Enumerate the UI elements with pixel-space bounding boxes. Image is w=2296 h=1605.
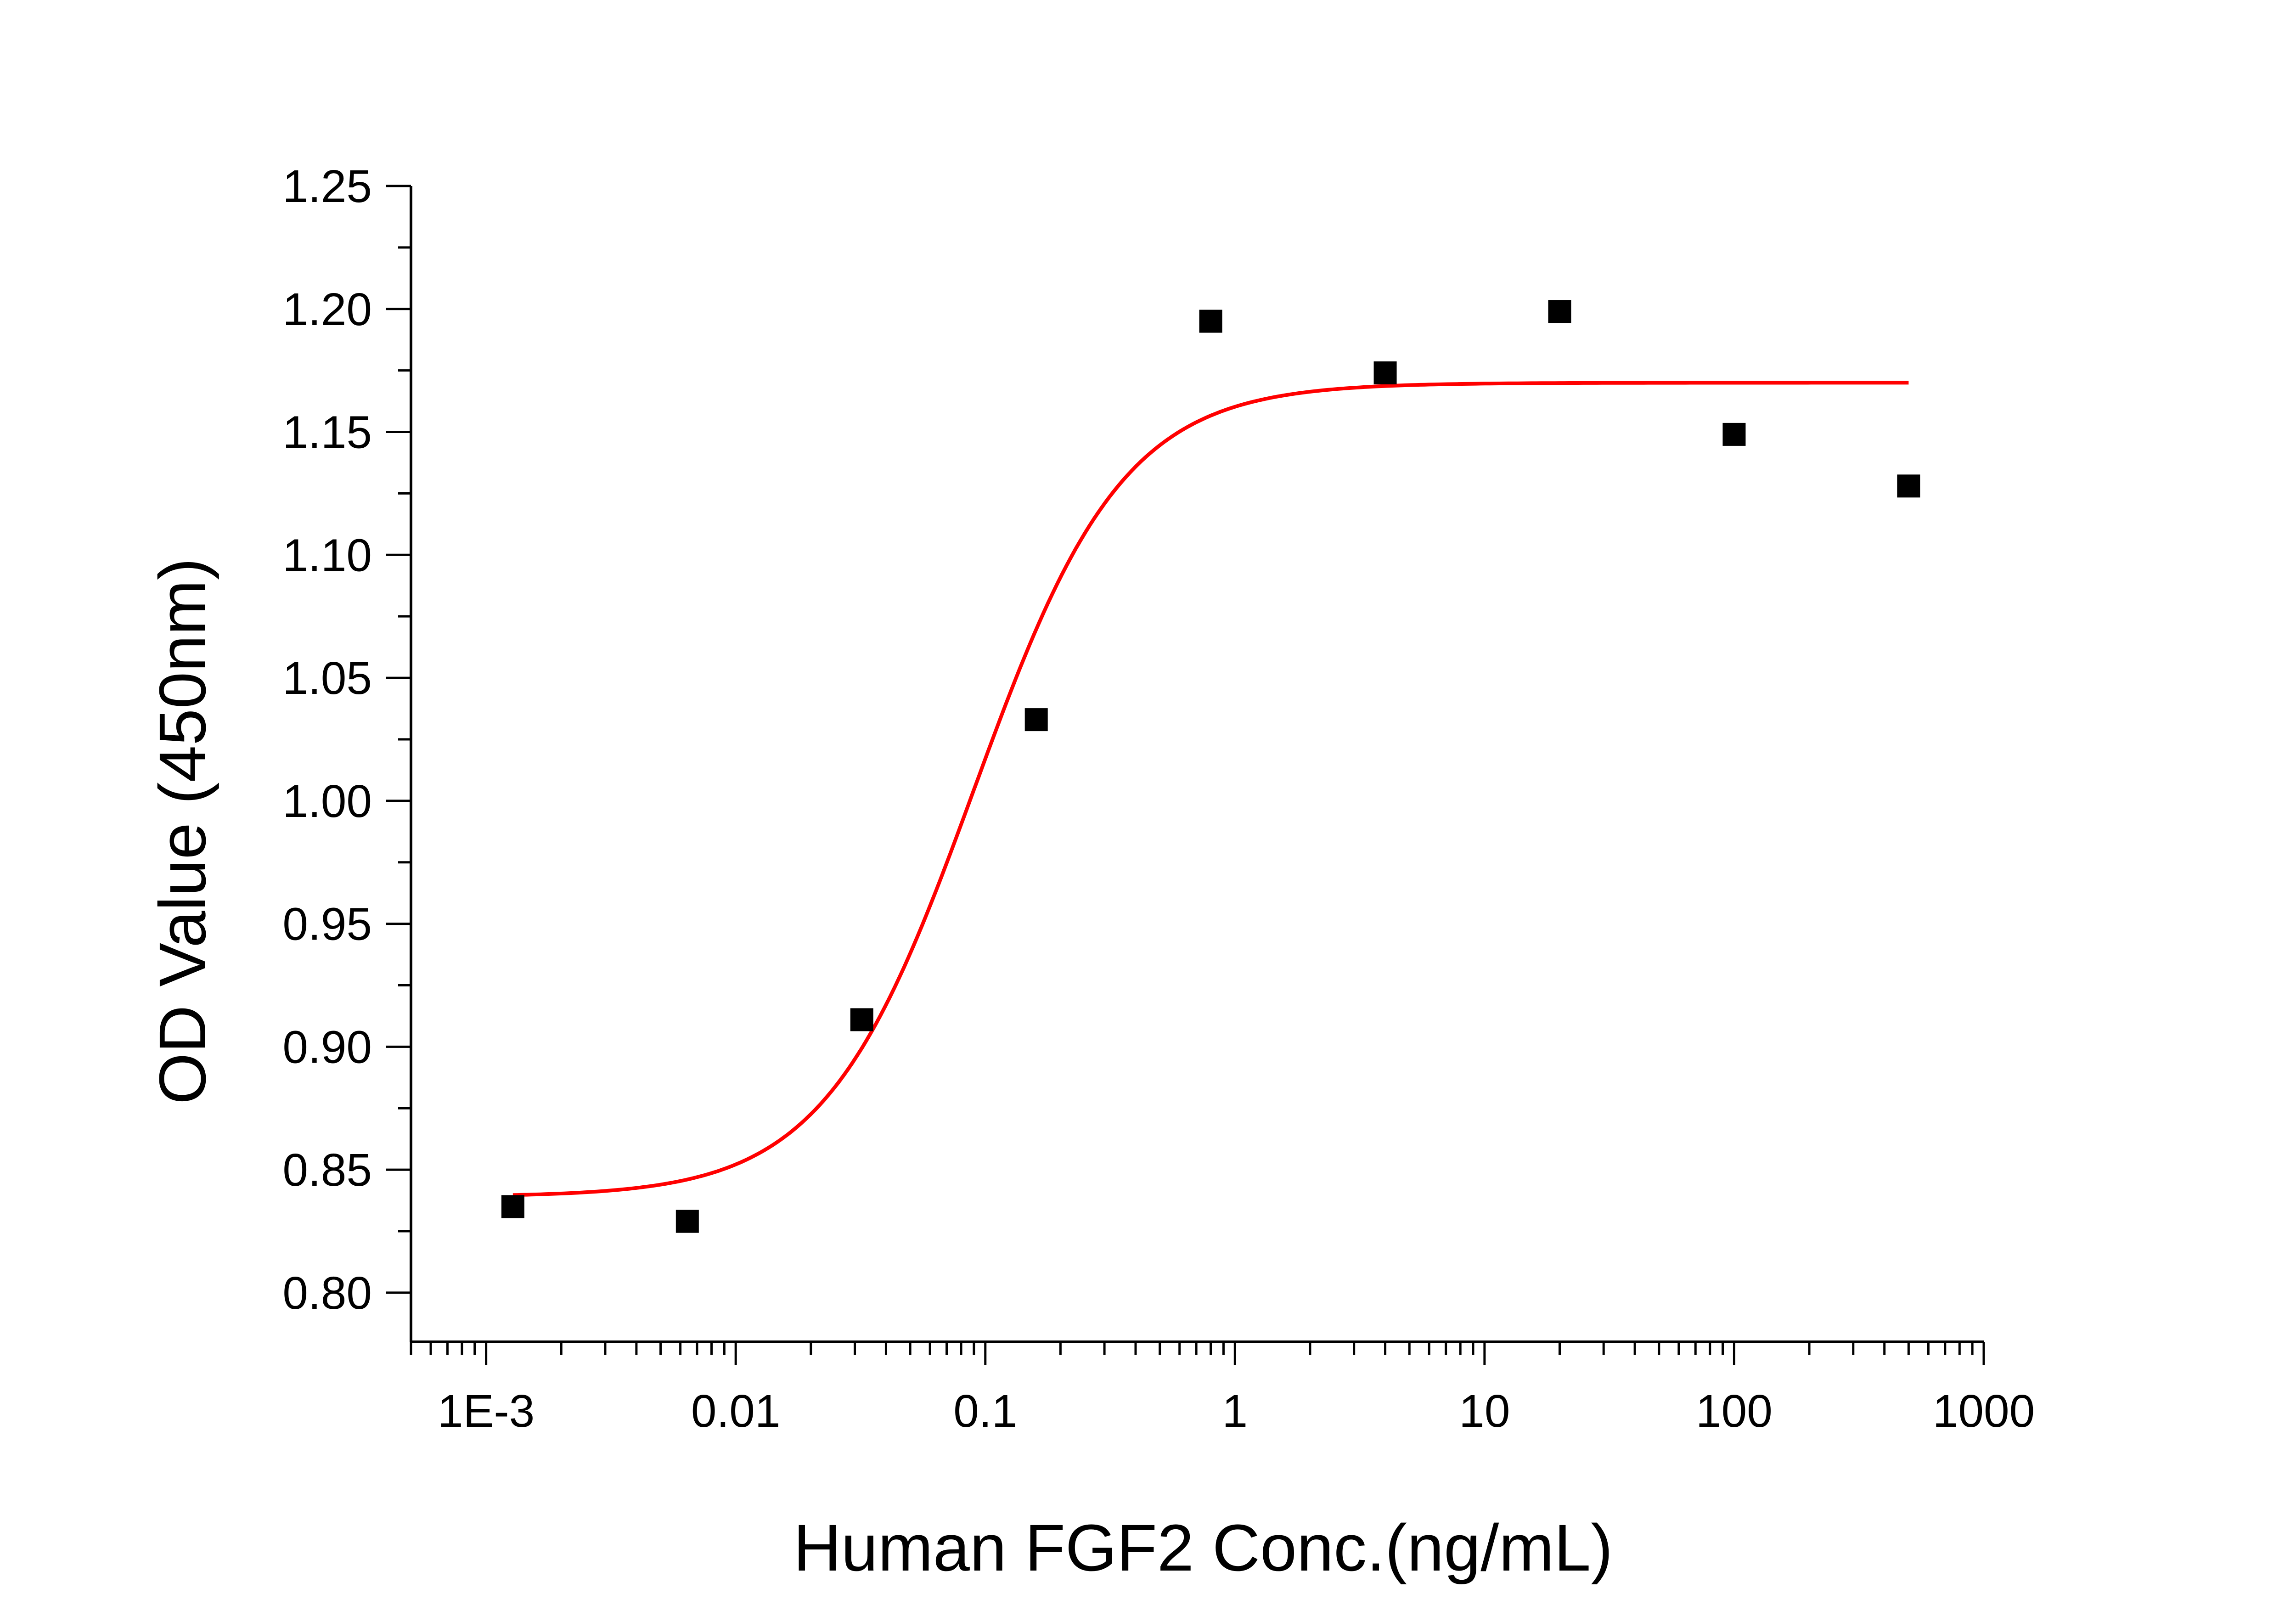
y-tick-label: 1.15 <box>282 407 372 458</box>
data-point <box>1548 300 1571 323</box>
data-point <box>1373 361 1397 385</box>
y-tick-label: 0.95 <box>282 899 372 950</box>
y-tick-label: 1.25 <box>282 161 372 212</box>
x-tick-label: 0.1 <box>953 1385 1017 1437</box>
x-axis-title: Human FGF2 Conc.(ng/mL) <box>793 1511 1613 1585</box>
y-tick-label: 0.80 <box>282 1267 372 1319</box>
x-axis: 1E-3 0.01 0.1 1 10 100 1000 <box>410 1340 2035 1437</box>
y-tick-label: 1.00 <box>282 776 372 827</box>
x-tick-label: 1E-3 <box>438 1385 535 1437</box>
x-tick-label: 1000 <box>1933 1385 2035 1437</box>
y-tick-label: 0.85 <box>282 1144 372 1196</box>
x-tick-label: 0.01 <box>691 1385 781 1437</box>
y-tick-label: 0.90 <box>282 1021 372 1073</box>
data-point <box>675 1210 699 1233</box>
data-point <box>1199 310 1222 333</box>
data-point <box>501 1195 524 1218</box>
data-point <box>1722 422 1746 446</box>
data-points-layer <box>501 300 1920 1233</box>
x-tick-label: 10 <box>1459 1385 1510 1437</box>
y-tick-label: 1.10 <box>282 529 372 581</box>
y-tick-label: 1.05 <box>282 653 372 704</box>
data-point <box>1024 708 1048 732</box>
x-tick-label: 1 <box>1222 1385 1248 1437</box>
y-axis: 0.80 0.85 0.90 0.95 1.00 1.05 1.10 1.15 1.20 1.25 <box>282 161 412 1342</box>
data-point <box>850 1008 873 1031</box>
data-point <box>1897 474 1920 498</box>
x-tick-label: 100 <box>1696 1385 1773 1437</box>
y-axis-title: OD Value (450nm) <box>146 558 219 1104</box>
fit-curve <box>512 381 1909 1197</box>
y-tick-label: 1.20 <box>282 284 372 335</box>
fit-curve-layer <box>512 381 1909 1197</box>
